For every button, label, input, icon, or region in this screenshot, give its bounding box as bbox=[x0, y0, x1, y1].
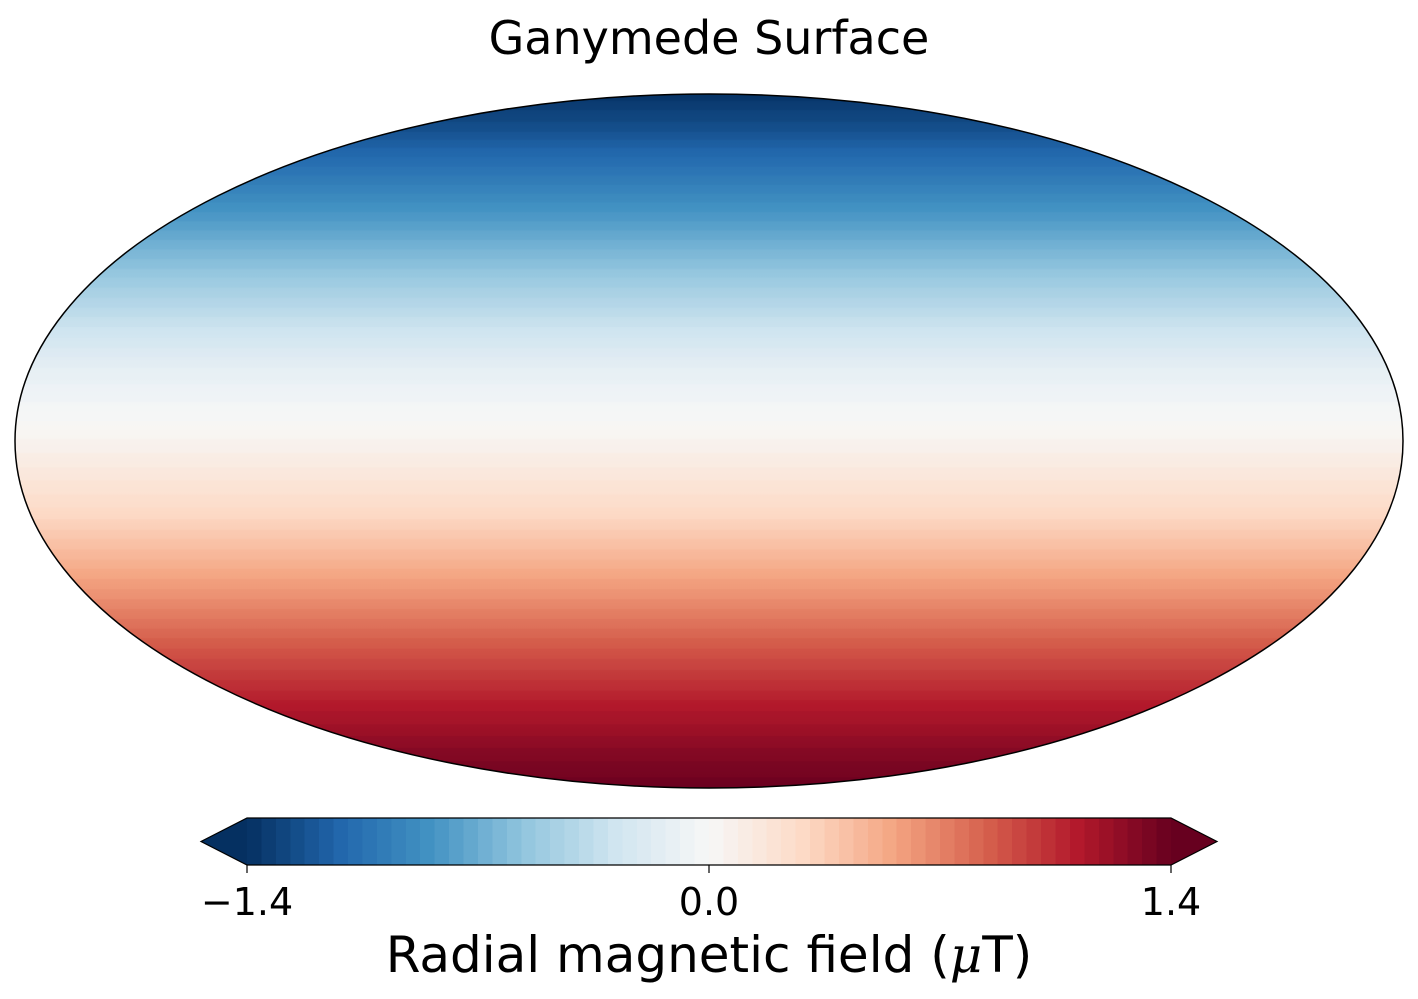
field-band bbox=[15, 109, 1403, 123]
field-band bbox=[15, 711, 1403, 725]
field-band bbox=[15, 529, 1403, 540]
field-band bbox=[15, 420, 1403, 440]
colorbar-label-prefix: Radial magnetic field ( bbox=[386, 926, 950, 984]
field-band bbox=[15, 297, 1403, 309]
field-band bbox=[15, 699, 1403, 712]
field-band bbox=[15, 724, 1403, 737]
field-band bbox=[15, 147, 1403, 158]
field-band bbox=[15, 139, 1403, 149]
field-band bbox=[15, 568, 1403, 580]
field-band bbox=[15, 121, 1403, 133]
field-band bbox=[15, 679, 1403, 692]
colorbar-tick-label: −1.4 bbox=[201, 880, 293, 924]
field-band bbox=[15, 249, 1403, 260]
field-band bbox=[15, 628, 1403, 639]
field-band bbox=[15, 326, 1403, 338]
field-band bbox=[15, 608, 1403, 620]
field-band bbox=[15, 669, 1403, 681]
field-band bbox=[15, 307, 1403, 318]
field-band bbox=[15, 230, 1403, 241]
field-band bbox=[15, 761, 1403, 778]
field-band bbox=[15, 401, 1403, 422]
field-band bbox=[15, 736, 1403, 749]
field-band bbox=[15, 184, 1403, 194]
field-band bbox=[15, 316, 1403, 328]
colorbar: −1.4 0.0 1.4 Radial magnetic field (μT) bbox=[199, 817, 1219, 984]
field-band bbox=[15, 175, 1403, 186]
colorbar-extend-min bbox=[201, 818, 247, 865]
field-contour-bands bbox=[15, 94, 1403, 788]
map-outline bbox=[14, 93, 1404, 789]
field-band bbox=[15, 599, 1403, 610]
colorbar-tick-label: 1.4 bbox=[1141, 880, 1201, 924]
field-band bbox=[15, 438, 1403, 454]
colorbar-label-suffix: T) bbox=[981, 926, 1032, 984]
field-band bbox=[15, 258, 1403, 270]
field-band bbox=[15, 578, 1403, 590]
field-band bbox=[15, 347, 1403, 358]
field-band bbox=[15, 277, 1403, 288]
field-band bbox=[15, 777, 1403, 788]
field-band bbox=[15, 480, 1403, 495]
field-band bbox=[15, 549, 1403, 561]
field-band bbox=[15, 507, 1403, 520]
field-band bbox=[15, 494, 1403, 508]
field-band bbox=[15, 559, 1403, 570]
colorbar-label-mu: μ bbox=[950, 926, 983, 984]
field-band bbox=[15, 519, 1403, 531]
field-band bbox=[15, 268, 1403, 279]
field-band bbox=[15, 221, 1403, 231]
field-band bbox=[15, 239, 1403, 250]
field-band bbox=[15, 166, 1403, 177]
field-band bbox=[15, 193, 1403, 203]
field-band bbox=[15, 100, 1403, 111]
mollweide-map bbox=[14, 93, 1404, 789]
field-band bbox=[15, 658, 1403, 671]
field-band bbox=[15, 202, 1403, 213]
field-band bbox=[15, 589, 1403, 600]
field-band bbox=[15, 131, 1403, 141]
colorbar-label: Radial magnetic field (μT) bbox=[386, 926, 1033, 984]
field-band bbox=[15, 156, 1403, 168]
field-band bbox=[15, 452, 1403, 468]
colorbar-extend-max bbox=[1171, 818, 1217, 865]
field-band bbox=[15, 690, 1403, 701]
colorbar-tick-label: 0.0 bbox=[679, 880, 739, 924]
field-band bbox=[15, 638, 1403, 650]
colorbar-body bbox=[247, 818, 1171, 865]
field-band bbox=[15, 212, 1403, 222]
field-band bbox=[15, 367, 1403, 385]
field-band bbox=[15, 648, 1403, 660]
field-band bbox=[15, 384, 1403, 403]
field-band bbox=[15, 747, 1403, 762]
colorbar-ticks: −1.4 0.0 1.4 bbox=[201, 865, 1201, 924]
field-band bbox=[15, 287, 1403, 299]
field-band bbox=[15, 538, 1403, 550]
field-band bbox=[15, 618, 1403, 630]
field-band bbox=[15, 357, 1403, 369]
field-band bbox=[15, 94, 1403, 102]
field-band bbox=[15, 467, 1403, 481]
field-band bbox=[15, 337, 1403, 349]
chart-title: Ganymede Surface bbox=[489, 11, 930, 65]
